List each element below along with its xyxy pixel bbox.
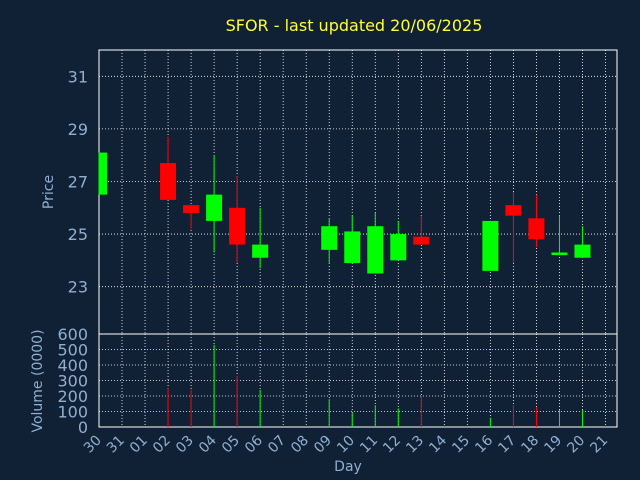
candle-body-down bbox=[413, 236, 430, 245]
price-axis-label: Price bbox=[41, 175, 57, 209]
candle-body-down bbox=[505, 205, 522, 216]
candle-body-up bbox=[321, 226, 338, 250]
candle-body-up bbox=[390, 234, 407, 261]
candle-body-down bbox=[229, 207, 246, 245]
candle-body-up bbox=[574, 244, 591, 258]
price-tick-label: 29 bbox=[68, 120, 88, 139]
candle-body-up bbox=[551, 252, 568, 256]
price-tick-label: 25 bbox=[68, 225, 88, 244]
chart-title: SFOR - last updated 20/06/2025 bbox=[226, 16, 483, 35]
price-tick-label: 23 bbox=[68, 278, 88, 297]
volume-tick-label: 200 bbox=[57, 387, 88, 406]
candle-body-up bbox=[99, 152, 107, 195]
candle-body-up bbox=[206, 194, 223, 221]
volume-tick-label: 300 bbox=[57, 372, 88, 391]
volume-panel-frame bbox=[98, 333, 618, 428]
volume-tick-label: 400 bbox=[57, 356, 88, 375]
price-tick-label: 27 bbox=[68, 172, 88, 191]
candle-body-up bbox=[482, 220, 499, 271]
x-axis-label: Day bbox=[334, 459, 362, 475]
volume-tick-label: 600 bbox=[57, 325, 88, 344]
volume-tick-label: 500 bbox=[57, 341, 88, 360]
price-tick-label: 31 bbox=[68, 67, 88, 86]
candle-body-down bbox=[160, 163, 177, 200]
candle-body-up bbox=[252, 244, 269, 258]
candle-body-up bbox=[367, 226, 384, 274]
candle-body-up bbox=[344, 231, 361, 263]
volume-tick-label: 0 bbox=[78, 418, 88, 437]
candle-body-down bbox=[183, 205, 200, 214]
candle-body-down bbox=[528, 218, 545, 240]
volume-tick-label: 100 bbox=[57, 403, 88, 422]
volume-axis-label: Volume (0000) bbox=[30, 329, 46, 432]
